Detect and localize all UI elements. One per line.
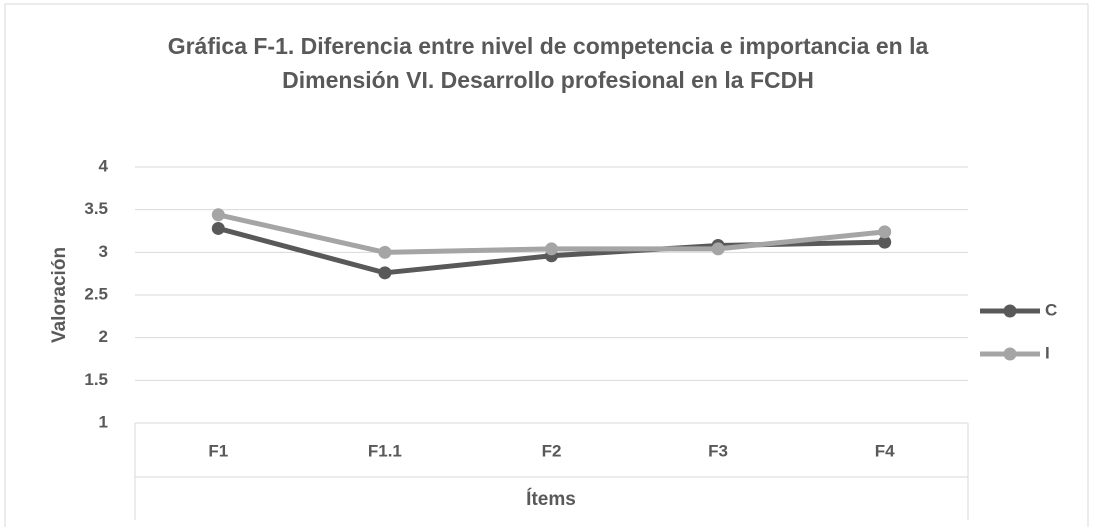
y-tick-label: 2 [99,327,108,346]
x-tick-label: F1 [208,441,228,460]
chart-title: Dimensión VI. Desarrollo profesional en … [282,67,814,93]
data-point [211,221,225,235]
legend-marker [1003,347,1017,361]
x-axis-label: Ítems [526,488,576,510]
data-point [878,225,892,239]
y-tick-label: 3 [99,242,108,261]
x-tick-label: F2 [542,441,562,460]
x-tick-label: F3 [708,441,728,460]
chart-title: Gráfica F-1. Diferencia entre nivel de c… [168,33,929,59]
y-axis-label: Valoración [49,247,70,343]
y-tick-label: 1.5 [84,370,108,389]
x-tick-label: F4 [875,441,895,460]
legend-label: C [1045,300,1057,319]
y-tick-label: 4 [99,156,109,175]
data-point [711,242,725,256]
y-tick-label: 3.5 [84,199,108,218]
y-tick-label: 1 [99,412,108,431]
legend-marker [1003,304,1017,318]
data-point [378,245,392,259]
data-point [378,266,392,280]
chart-frame [4,3,1089,527]
y-tick-label: 2.5 [84,284,108,303]
data-point [211,208,225,222]
x-tick-label: F1.1 [368,441,402,460]
data-point [545,242,558,256]
data-point [878,235,892,249]
legend-label: I [1045,343,1050,362]
